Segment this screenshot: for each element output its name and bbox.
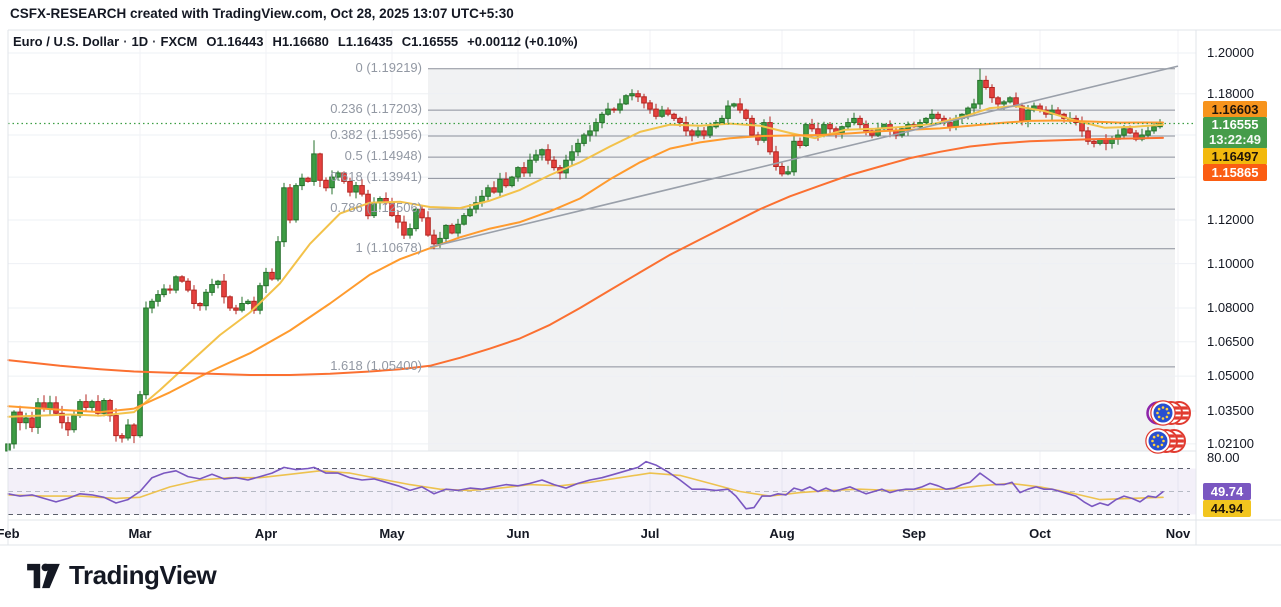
legend-separator: · (123, 34, 128, 49)
time-axis-label: Mar (128, 526, 152, 541)
rsi-scale-label: 80.00 (1207, 450, 1240, 465)
fib-level-label: 0.236 (1.17203) (330, 101, 422, 117)
tradingview-logo-text: TradingView (69, 560, 217, 590)
ohlc-low: L1.16435 (337, 34, 393, 49)
ma-med-price-badge: 1.16603 (1203, 101, 1267, 118)
ma-slow-price-badge: 1.15865 (1203, 164, 1267, 181)
exchange-label: FXCM (160, 34, 198, 49)
ohlc-close: C1.16555 (401, 34, 459, 49)
tradingview-logo-icon (27, 563, 60, 588)
fib-level-label: 0.382 (1.15956) (330, 126, 422, 142)
price-axis-label: 1.18000 (1207, 85, 1254, 101)
time-axis-label: Oct (1029, 526, 1051, 541)
price-axis-label: 1.05000 (1207, 368, 1254, 384)
time-axis-label: Jul (640, 526, 660, 541)
last-price-value: 1.16555 (1211, 117, 1259, 132)
rsi-ma-value-badge: 44.94 (1203, 500, 1251, 517)
rsi-value-badge: 49.74 (1203, 483, 1251, 500)
ohlc-open: O1.16443 (206, 34, 264, 49)
time-axis-label: Apr (254, 526, 278, 541)
attribution-text: CSFX-RESEARCH created with TradingView.c… (10, 6, 514, 21)
time-axis-label: May (379, 526, 405, 541)
ohlc-change: +0.00112 (+0.10%) (467, 34, 578, 49)
price-axis-label: 1.08000 (1207, 299, 1254, 315)
fib-level-label: 0.618 (1.13941) (330, 169, 422, 185)
symbol-title[interactable]: Euro / U.S. Dollar (13, 34, 120, 49)
price-axis-label: 1.06500 (1207, 333, 1254, 349)
ohlc-high: H1.16680 (272, 34, 329, 49)
time-axis-label: Jun (506, 526, 530, 541)
fib-level-label: 0 (1.19219) (355, 59, 423, 75)
time-axis-label: Nov (1165, 526, 1191, 541)
tradingview-logo[interactable]: TradingView (26, 560, 217, 591)
timeframe-label[interactable]: 1D (131, 34, 149, 49)
legend-separator: · (152, 34, 157, 49)
last-price-badge: 1.16555 13:22:49 (1203, 117, 1267, 149)
price-axis-label: 1.12000 (1207, 211, 1254, 227)
bar-countdown: 13:22:49 (1208, 131, 1262, 147)
time-axis-label: Aug (769, 526, 795, 541)
price-axis-label: 1.10000 (1207, 255, 1254, 271)
fib-level-label: 1.618 (1.05400) (330, 357, 422, 373)
fib-level-label: 1 (1.10678) (355, 239, 423, 255)
ma-fast-price-badge: 1.16497 (1203, 148, 1267, 165)
price-axis-label: 1.03500 (1207, 402, 1254, 418)
symbol-legend: Euro / U.S. Dollar · 1D · FXCM O1.16443 H1.166… (13, 34, 578, 49)
price-axis-label: 1.20000 (1207, 45, 1254, 60)
price-axis-label: 1.02100 (1207, 435, 1254, 451)
time-axis-label: Sep (902, 526, 926, 541)
time-axis-label: Feb (0, 526, 20, 541)
fib-level-label: 0.5 (1.14948) (344, 148, 422, 164)
fib-level-label: 0.786 (1.12506) (330, 200, 422, 216)
